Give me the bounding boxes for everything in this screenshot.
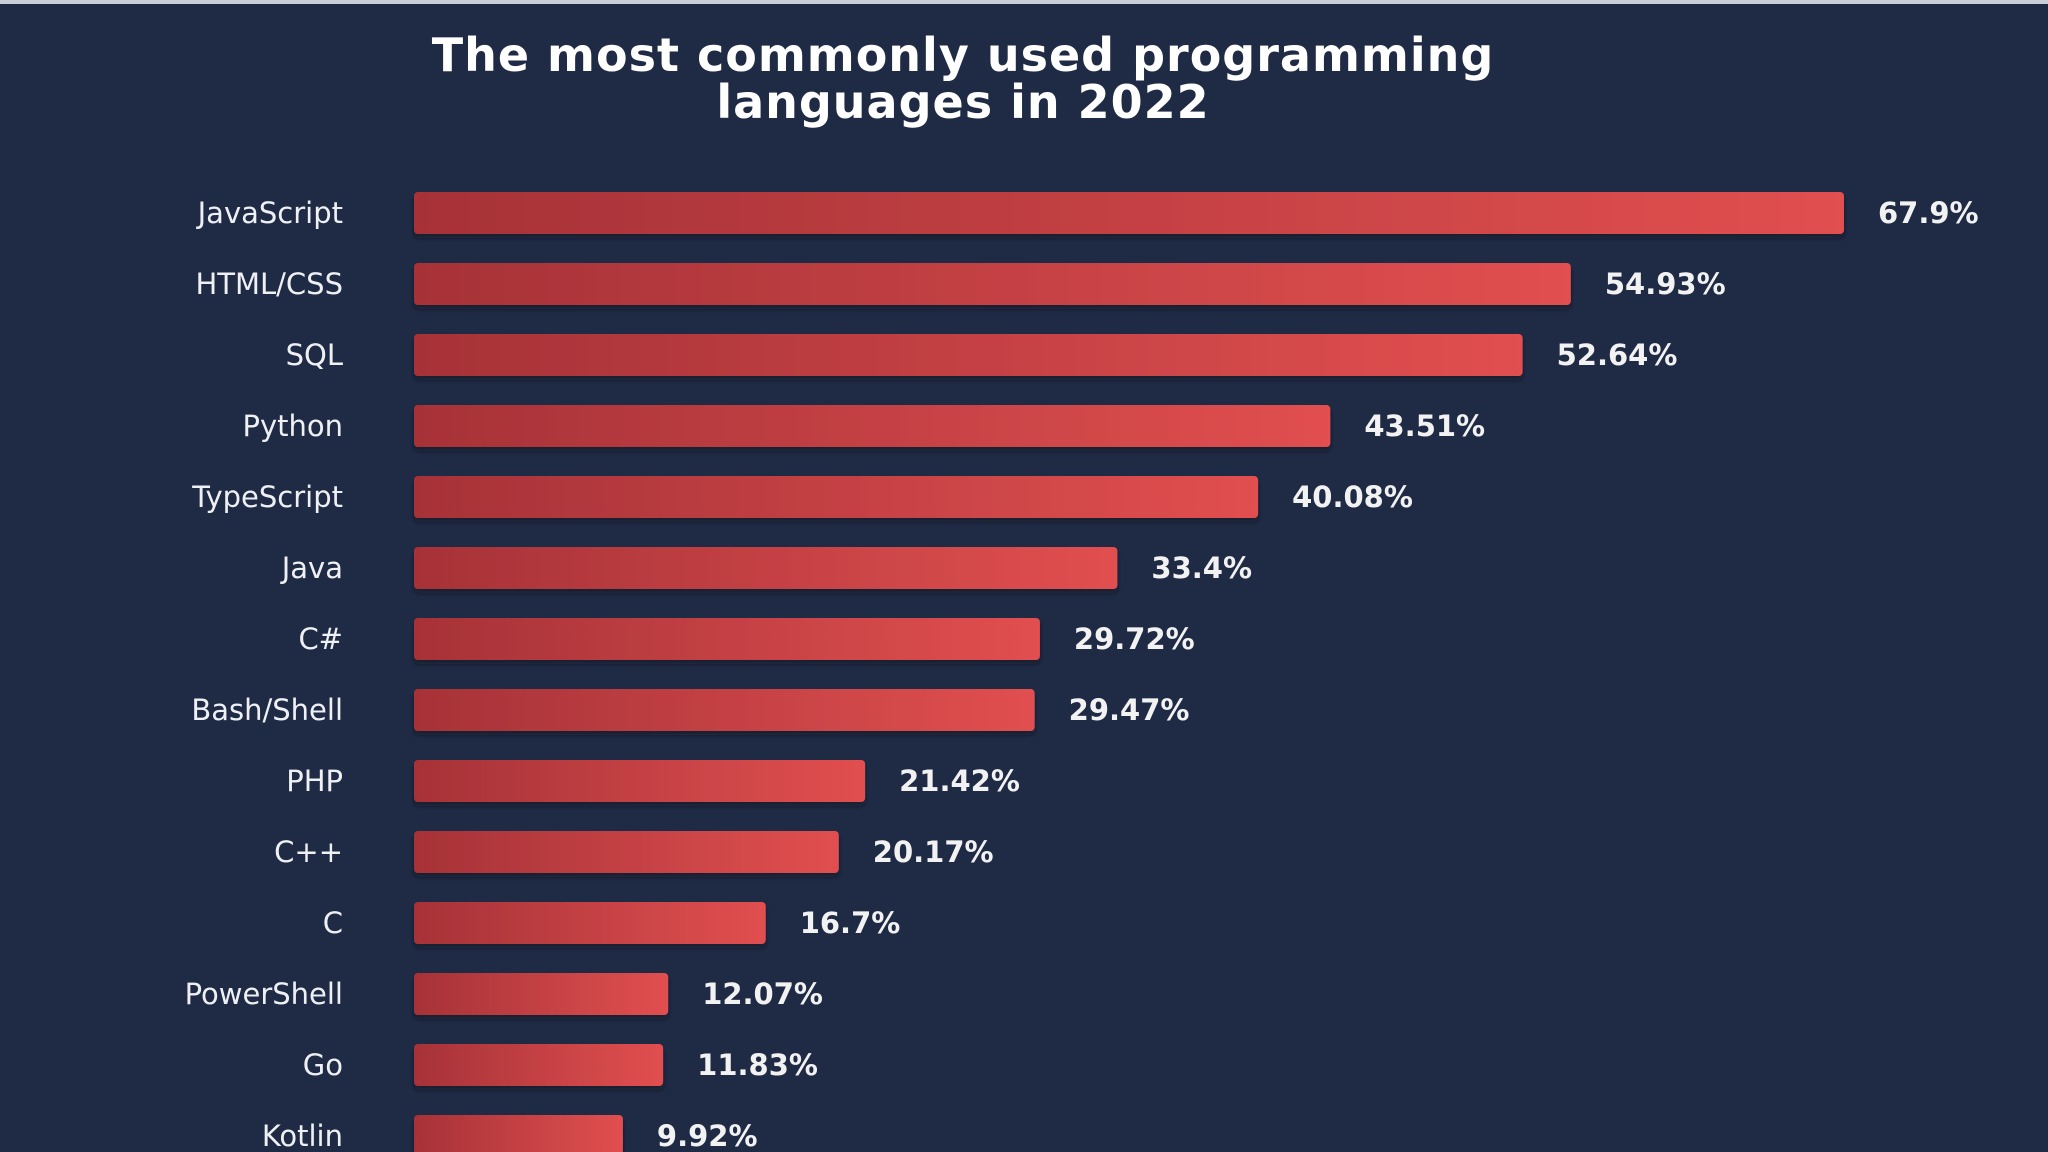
category-label: Java xyxy=(280,551,343,585)
category-label: Bash/Shell xyxy=(191,693,343,727)
value-label: 43.51% xyxy=(1364,409,1485,443)
value-label: 12.07% xyxy=(702,977,823,1011)
bar xyxy=(414,1044,664,1086)
bar-chart: JavaScript 67.9% HTML/CSS 54.93% SQL 52.64% Py… xyxy=(185,192,1979,1152)
bar xyxy=(414,973,669,1015)
category-label: Python xyxy=(242,409,343,443)
value-label: 29.72% xyxy=(1074,622,1195,656)
value-label: 9.92% xyxy=(657,1119,758,1152)
chart-title-line-2: languages in 2022 xyxy=(716,75,1210,129)
bar xyxy=(414,902,766,944)
chart-title: The most commonly used programming langu… xyxy=(0,32,1926,126)
category-label: PHP xyxy=(286,764,343,798)
value-label: 29.47% xyxy=(1069,693,1190,727)
bar xyxy=(414,476,1259,518)
value-label: 33.4% xyxy=(1151,551,1252,585)
category-label: C# xyxy=(298,622,343,656)
category-label: HTML/CSS xyxy=(195,267,343,301)
bar xyxy=(414,831,839,873)
value-label: 11.83% xyxy=(697,1048,818,1082)
category-label: JavaScript xyxy=(196,196,343,230)
category-label: C xyxy=(323,906,343,940)
category-label: TypeScript xyxy=(191,480,343,514)
value-label: 16.7% xyxy=(800,906,901,940)
bar xyxy=(414,1115,623,1152)
bar xyxy=(414,334,1523,376)
category-label: C++ xyxy=(274,835,343,869)
value-label: 20.17% xyxy=(873,835,994,869)
bar xyxy=(414,618,1040,660)
bar xyxy=(414,192,1844,234)
bar xyxy=(414,405,1331,447)
bar xyxy=(414,760,866,802)
category-label: Go xyxy=(303,1048,343,1082)
chart-title-line-1: The most commonly used programming xyxy=(431,28,1495,82)
category-label: PowerShell xyxy=(185,977,343,1011)
bar xyxy=(414,547,1118,589)
value-label: 67.9% xyxy=(1878,196,1979,230)
value-label: 52.64% xyxy=(1557,338,1678,372)
bar-group: JavaScript 67.9% HTML/CSS 54.93% SQL 52.64% Py… xyxy=(185,192,1979,1152)
bar xyxy=(414,689,1035,731)
value-label: 54.93% xyxy=(1605,267,1726,301)
value-label: 40.08% xyxy=(1292,480,1413,514)
category-label: SQL xyxy=(286,338,343,372)
category-label: Kotlin xyxy=(262,1119,343,1152)
value-label: 21.42% xyxy=(899,764,1020,798)
bar xyxy=(414,263,1571,305)
